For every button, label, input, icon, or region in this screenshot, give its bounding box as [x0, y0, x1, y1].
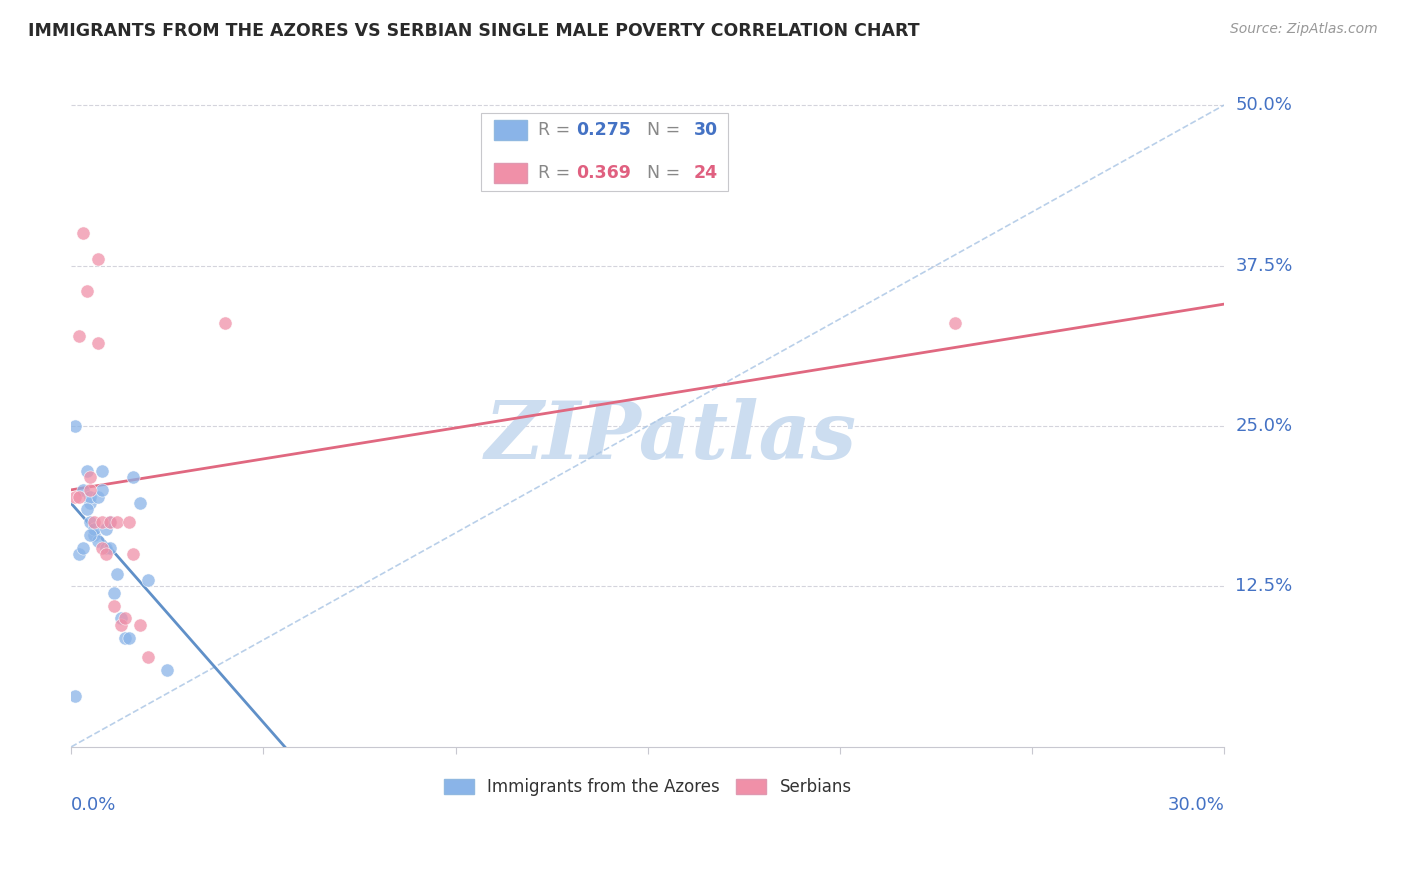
- Text: 30.0%: 30.0%: [1167, 796, 1225, 814]
- Point: [98, 515, 121, 529]
- Point: [63, 419, 86, 434]
- Text: 0.0%: 0.0%: [72, 796, 117, 814]
- Text: N =: N =: [636, 121, 686, 139]
- Point: [118, 631, 141, 645]
- Text: 24: 24: [693, 164, 718, 182]
- Point: [91, 541, 114, 555]
- Bar: [495, 120, 527, 140]
- Point: [121, 547, 143, 561]
- Point: [103, 599, 125, 613]
- Point: [87, 534, 110, 549]
- Bar: [495, 162, 527, 183]
- Point: [98, 541, 121, 555]
- Point: [98, 515, 121, 529]
- Text: 25.0%: 25.0%: [1236, 417, 1292, 435]
- Point: [79, 470, 101, 484]
- Point: [83, 515, 105, 529]
- Text: 50.0%: 50.0%: [1236, 96, 1292, 114]
- Point: [79, 490, 101, 504]
- Point: [63, 689, 86, 703]
- Point: [94, 522, 117, 536]
- Point: [118, 515, 141, 529]
- Point: [79, 528, 101, 542]
- Point: [114, 631, 136, 645]
- Point: [91, 464, 114, 478]
- Point: [79, 483, 101, 497]
- Text: R =: R =: [538, 164, 576, 182]
- Text: 30: 30: [693, 121, 718, 139]
- Point: [943, 316, 966, 330]
- Point: [72, 541, 94, 555]
- Point: [110, 611, 132, 625]
- Point: [105, 515, 128, 529]
- Point: [114, 611, 136, 625]
- Point: [76, 464, 98, 478]
- Point: [156, 663, 179, 677]
- Point: [87, 252, 110, 266]
- Point: [136, 573, 159, 587]
- Point: [110, 618, 132, 632]
- Text: Source: ZipAtlas.com: Source: ZipAtlas.com: [1230, 22, 1378, 37]
- Text: 0.369: 0.369: [576, 164, 631, 182]
- Text: IMMIGRANTS FROM THE AZORES VS SERBIAN SINGLE MALE POVERTY CORRELATION CHART: IMMIGRANTS FROM THE AZORES VS SERBIAN SI…: [28, 22, 920, 40]
- Point: [76, 284, 98, 298]
- Point: [94, 541, 117, 555]
- Point: [67, 547, 90, 561]
- Point: [63, 490, 86, 504]
- Text: 0.275: 0.275: [576, 121, 631, 139]
- Point: [83, 522, 105, 536]
- Point: [94, 547, 117, 561]
- Point: [67, 490, 90, 504]
- Point: [72, 227, 94, 241]
- Point: [214, 316, 236, 330]
- Text: N =: N =: [636, 164, 686, 182]
- Point: [87, 490, 110, 504]
- Point: [76, 502, 98, 516]
- Text: 12.5%: 12.5%: [1236, 577, 1292, 595]
- Point: [83, 528, 105, 542]
- Point: [79, 496, 101, 510]
- Point: [103, 586, 125, 600]
- Legend: Immigrants from the Azores, Serbians: Immigrants from the Azores, Serbians: [437, 772, 859, 803]
- Text: R =: R =: [538, 121, 576, 139]
- FancyBboxPatch shape: [481, 113, 728, 191]
- Point: [129, 618, 152, 632]
- Text: ZIPatlas: ZIPatlas: [485, 398, 856, 475]
- Point: [72, 483, 94, 497]
- Point: [121, 470, 143, 484]
- Point: [105, 566, 128, 581]
- Point: [136, 650, 159, 665]
- Text: 37.5%: 37.5%: [1236, 257, 1292, 275]
- Point: [91, 483, 114, 497]
- Point: [87, 335, 110, 350]
- Point: [67, 329, 90, 343]
- Point: [79, 515, 101, 529]
- Point: [91, 515, 114, 529]
- Point: [129, 496, 152, 510]
